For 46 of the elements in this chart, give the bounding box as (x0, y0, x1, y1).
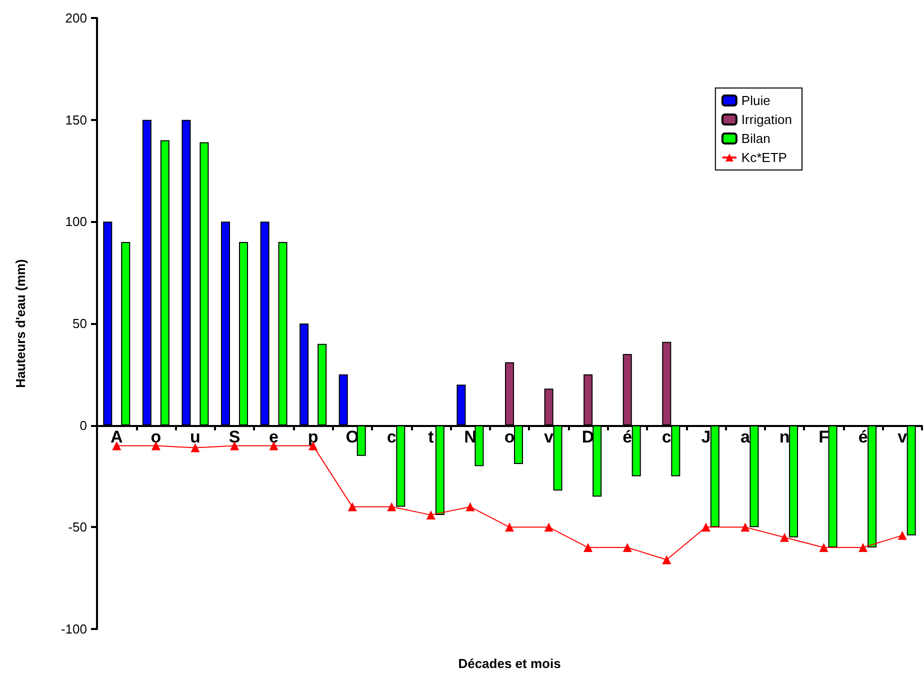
x-tick-label: e (269, 427, 279, 446)
legend-label: Irrigation (741, 112, 792, 127)
x-tick-label: F (818, 427, 829, 446)
x-tick-label: v (544, 427, 554, 446)
x-tick-label: c (386, 427, 396, 446)
x-tick-label: é (622, 427, 632, 446)
x-tick-label: o (504, 427, 515, 446)
x-tick-label: A (110, 427, 123, 446)
point (505, 522, 514, 532)
point (622, 543, 632, 552)
x-axis-title: Décades et mois (458, 656, 561, 671)
x-tick-label: p (308, 427, 318, 446)
point (780, 532, 789, 542)
y-tick-label: 0 (80, 418, 87, 433)
point (544, 522, 554, 532)
y-tick-label: 100 (65, 214, 87, 230)
y-tick-label: 200 (65, 10, 87, 26)
legend-label: Kc*ETP (741, 150, 787, 165)
point (348, 502, 357, 512)
x-tick-label: é (858, 427, 868, 446)
legend-label: Pluie (741, 93, 770, 108)
point (466, 502, 475, 512)
point (662, 555, 672, 564)
y-axis-title: Hauteurs d'eau (mm) (13, 259, 28, 388)
x-tick-label: c (662, 427, 672, 446)
y-tick-label: -100 (60, 622, 87, 636)
y-tick-label: 150 (65, 112, 87, 128)
x-tick-label: v (898, 427, 908, 446)
point (701, 522, 710, 532)
point (584, 543, 593, 552)
point (426, 510, 436, 520)
y-tick-label: -50 (68, 520, 87, 535)
point (858, 543, 868, 552)
x-tick-label: S (228, 427, 240, 446)
legend-label: Bilan (741, 131, 770, 146)
point (898, 530, 907, 540)
point (190, 443, 200, 452)
x-tick-label: J (701, 427, 711, 446)
x-tick-label: n (779, 427, 790, 446)
x-tick-label: o (150, 427, 162, 446)
y-tick-label: 50 (72, 316, 87, 331)
x-tick-label: t (428, 427, 434, 446)
point (740, 522, 750, 532)
point (819, 543, 828, 552)
point (387, 502, 396, 512)
x-tick-label: u (190, 427, 200, 446)
